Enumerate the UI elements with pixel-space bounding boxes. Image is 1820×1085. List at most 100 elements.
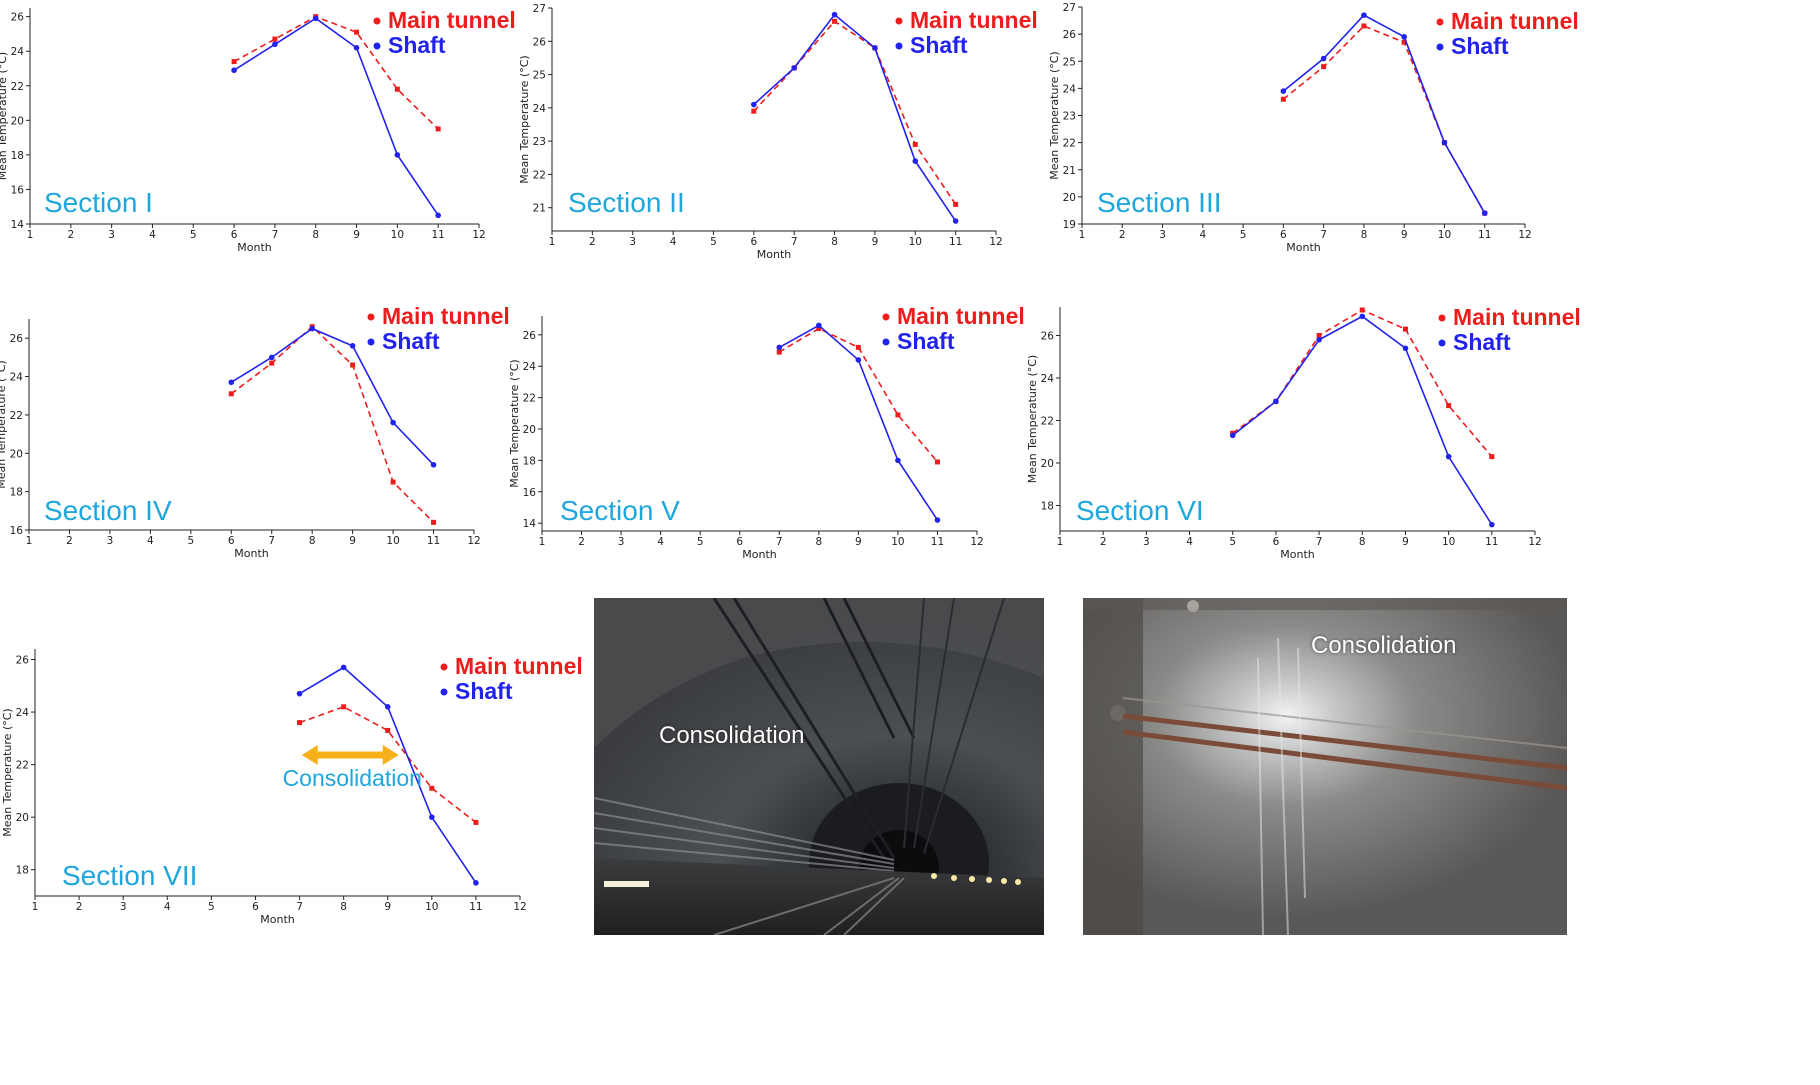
x-tick-label: 8 <box>312 229 319 241</box>
x-tick-label: 8 <box>831 236 838 248</box>
main-tunnel-point <box>390 479 396 485</box>
y-tick-label: 23 <box>1063 111 1076 123</box>
main-tunnel-point <box>431 519 437 525</box>
main-tunnel-point <box>435 126 441 132</box>
x-tick-label: 9 <box>349 535 356 547</box>
y-tick-label: 22 <box>1041 416 1054 428</box>
legend-main-tunnel-text: Main tunnel <box>388 7 516 33</box>
x-axis-label: Month <box>757 248 792 261</box>
main-tunnel-point <box>1359 307 1365 313</box>
shaft-point <box>816 322 822 329</box>
y-tick-label: 19 <box>1063 219 1076 231</box>
shaft-point <box>272 41 278 48</box>
legend-main-tunnel-dot <box>373 17 381 25</box>
legend-main-tunnel-dot <box>440 663 448 671</box>
legend-shaft-dot <box>440 688 448 696</box>
y-axis-label: Mean Temperature (°C) <box>1048 51 1061 179</box>
shaft-point <box>312 15 319 22</box>
x-tick-label: 6 <box>252 901 259 913</box>
y-tick-label: 18 <box>523 455 536 467</box>
shaft-point <box>435 212 441 219</box>
shaft-point <box>429 814 435 820</box>
y-tick-label: 18 <box>11 150 24 162</box>
x-tick-label: 12 <box>467 535 480 547</box>
x-tick-label: 3 <box>108 229 115 241</box>
arrow-head-right <box>382 745 399 765</box>
x-tick-label: 9 <box>353 229 360 241</box>
x-tick-label: 7 <box>296 901 303 913</box>
main-tunnel-line <box>753 20 957 205</box>
photo-caption: Consolidation <box>659 722 805 749</box>
y-tick-label: 14 <box>11 219 25 231</box>
x-tick-label: 2 <box>76 901 83 913</box>
shaft-point <box>1402 345 1409 352</box>
x-tick-label: 4 <box>149 229 156 241</box>
y-tick-label: 25 <box>1063 56 1076 68</box>
section-label: Section V <box>560 495 680 526</box>
x-axis-label: Month <box>742 548 777 561</box>
x-tick-label: 11 <box>427 535 440 547</box>
shaft-point <box>855 357 862 363</box>
x-tick-label: 3 <box>1143 536 1150 548</box>
x-tick-label: 6 <box>1273 536 1280 548</box>
y-tick-label: 24 <box>10 372 24 384</box>
x-tick-label: 8 <box>815 536 822 548</box>
x-tick-label: 11 <box>949 236 962 248</box>
shaft-line <box>778 324 939 521</box>
main-tunnel-point <box>354 29 360 35</box>
y-tick-label: 27 <box>533 3 546 15</box>
x-tick-label: 1 <box>1057 536 1064 548</box>
chart-section-7: 1 2 3 4 5 6 7 8 9 10 11 12 18 20 22 24 26 Month Mean Tempe… <box>0 640 590 1080</box>
shaft-point <box>384 704 391 710</box>
x-tick-label: 2 <box>578 536 585 548</box>
x-tick-label: 5 <box>208 901 215 913</box>
y-tick-label: 26 <box>11 12 25 24</box>
y-tick-label: 22 <box>10 410 23 422</box>
section-label: Section VI <box>1076 495 1204 526</box>
x-tick-label: 12 <box>1518 229 1531 241</box>
main-tunnel-point <box>1316 333 1322 338</box>
x-tick-label: 7 <box>791 236 798 248</box>
x-tick-label: 7 <box>776 536 783 548</box>
x-tick-label: 10 <box>909 236 922 248</box>
x-tick-label: 3 <box>629 236 636 248</box>
x-tick-label: 3 <box>120 901 127 913</box>
shaft-point <box>296 690 303 697</box>
legend-main-tunnel-text: Main tunnel <box>1451 8 1579 34</box>
main-tunnel-point <box>1402 326 1408 332</box>
y-axis-label: Mean Temperature (°C) <box>508 359 521 487</box>
x-tick-label: 10 <box>891 536 904 548</box>
y-tick-label: 24 <box>1063 83 1077 95</box>
main-tunnel-point <box>1401 39 1407 45</box>
x-axis-label: Month <box>234 547 269 560</box>
main-tunnel-point <box>272 36 278 42</box>
chart-section-4: 1 2 3 4 5 6 7 8 9 10 11 12 16 18 20 22 24 26 Month Mean Tem… <box>0 303 510 580</box>
shaft-point <box>268 354 275 361</box>
x-tick-label: 7 <box>1320 229 1327 241</box>
section-label: Section IV <box>44 495 172 526</box>
shaft-point <box>1359 313 1366 320</box>
shaft-point <box>776 344 783 351</box>
legend-shaft-text: Shaft <box>1451 33 1509 59</box>
y-tick-label: 22 <box>523 393 536 405</box>
shaft-point <box>791 65 797 71</box>
main-tunnel-point <box>350 362 356 368</box>
x-tick-label: 10 <box>1442 536 1455 548</box>
x-tick-label: 11 <box>1478 229 1491 241</box>
y-tick-label: 24 <box>533 103 547 115</box>
y-tick-label: 26 <box>16 655 30 667</box>
shaft-point <box>1273 398 1279 405</box>
main-tunnel-point <box>953 201 959 207</box>
x-tick-label: 2 <box>589 236 596 248</box>
chart-svg: 1 2 3 4 5 6 7 8 9 10 11 12192021222324252627MonthMe… <box>1048 2 1579 254</box>
shaft-point <box>231 67 237 74</box>
shaft-point <box>349 343 356 349</box>
y-tick-label: 26 <box>1063 29 1077 41</box>
x-tick-label: 12 <box>472 229 485 241</box>
wall-photo-art <box>1083 598 1567 935</box>
x-tick-label: 5 <box>1240 229 1247 241</box>
y-tick-label: 16 <box>10 525 24 537</box>
x-tick-label: 10 <box>391 229 404 241</box>
main-tunnel-point <box>776 349 782 355</box>
